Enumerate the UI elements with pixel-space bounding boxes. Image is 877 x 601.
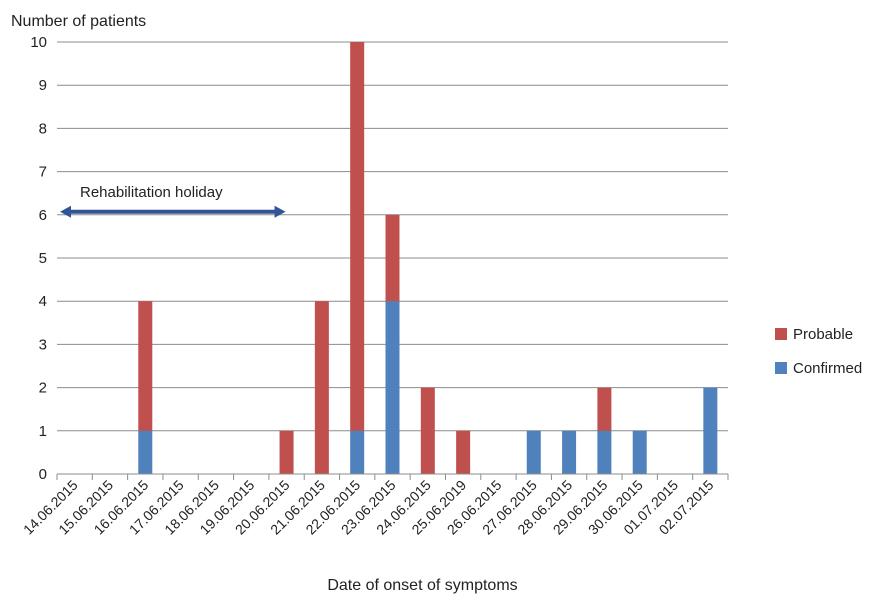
legend-swatch-confirmed	[775, 362, 787, 374]
bar-probable	[279, 430, 294, 474]
annotation-label: Rehabilitation holiday	[80, 184, 223, 201]
bar-probable	[597, 387, 612, 431]
legend-label-confirmed: Confirmed	[793, 360, 862, 377]
bar-confirmed	[632, 430, 647, 474]
bar-confirmed	[526, 430, 541, 474]
bar-confirmed	[385, 301, 400, 474]
y-axis-title: Number of patients	[11, 13, 146, 30]
bar-confirmed	[350, 430, 365, 474]
y-tick-label: 0	[39, 466, 47, 483]
bars	[138, 42, 718, 474]
bar-probable	[385, 214, 400, 302]
bar-confirmed	[562, 430, 577, 474]
y-tick-label: 9	[39, 77, 47, 94]
y-tick-label: 1	[39, 423, 47, 440]
y-tick-label: 2	[39, 380, 47, 397]
axes: 01234567891014.06.201515.06.201516.06.20…	[20, 34, 729, 538]
bar-probable	[138, 301, 153, 431]
bar-probable	[314, 301, 329, 474]
bar-probable	[456, 430, 471, 474]
rehabilitation-holiday-arrow	[60, 205, 286, 218]
bar-probable	[350, 42, 365, 431]
y-tick-label: 4	[39, 293, 47, 310]
y-tick-label: 5	[39, 250, 47, 267]
y-tick-label: 7	[39, 164, 47, 181]
y-tick-label: 6	[39, 207, 47, 224]
annotations: Rehabilitation holiday	[60, 184, 286, 218]
arrow-head-left	[60, 205, 71, 218]
bar-confirmed	[138, 430, 153, 474]
y-tick-label: 3	[39, 336, 47, 353]
y-tick-label: 10	[30, 34, 47, 51]
bar-confirmed	[703, 387, 718, 474]
bar-confirmed	[597, 430, 612, 474]
y-tick-label: 8	[39, 120, 47, 137]
bar-probable	[420, 387, 435, 474]
legend-swatch-probable	[775, 328, 787, 340]
x-axis-title: Date of onset of symptoms	[327, 577, 517, 594]
arrow-head-right	[274, 205, 286, 218]
legend: Probable Confirmed	[775, 326, 862, 377]
legend-label-probable: Probable	[793, 326, 853, 343]
